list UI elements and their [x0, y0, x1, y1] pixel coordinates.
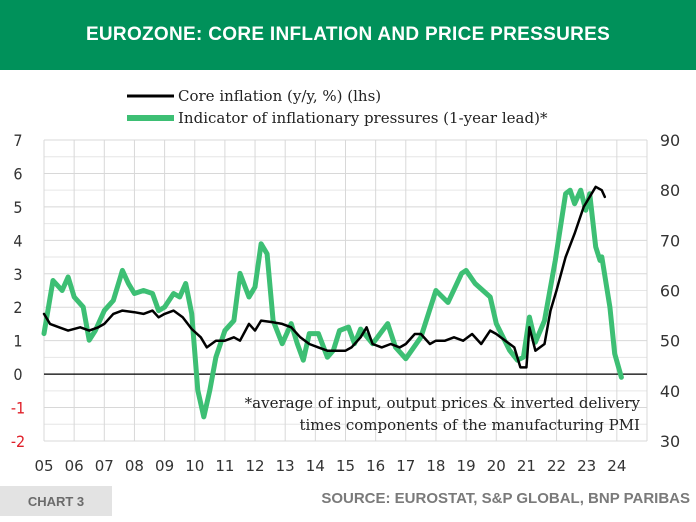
x-axis: 05 06 07 08 09 10 11 12 13 14 15 16 17 18 19 20 21 22 23 24	[34, 457, 626, 475]
left-axis: -2 -1 0 1 2 3 4 5 6 7	[11, 131, 25, 451]
x-axis-tick-label: 14	[306, 457, 325, 475]
source-note: SOURCE: EUROSTAT, S&P GLOBAL, BNP PARIBA…	[321, 490, 690, 507]
legend-label-indicator: Indicator of inflationary pressures (1-y…	[178, 109, 548, 127]
x-axis-tick-label: 09	[155, 457, 174, 475]
right-axis: 30 40 50 60 70 80 90	[660, 131, 680, 451]
x-axis-tick-label: 23	[577, 457, 596, 475]
x-axis-tick-label: 12	[246, 457, 265, 475]
x-axis-tick-label: 11	[215, 457, 234, 475]
chart-header: EUROZONE: CORE INFLATION AND PRICE PRESS…	[0, 0, 696, 70]
x-axis-tick-label: 05	[34, 457, 53, 475]
left-axis-tick-label: 5	[13, 198, 22, 217]
x-axis-tick-label: 13	[276, 457, 295, 475]
chart-title: EUROZONE: CORE INFLATION AND PRICE PRESS…	[85, 24, 611, 45]
series-line-inflationary-pressures	[41, 187, 624, 420]
x-axis-tick-label: 06	[65, 457, 84, 475]
left-axis-tick-label: 1	[13, 332, 22, 351]
x-axis-tick-label: 21	[517, 457, 536, 475]
x-axis-tick-label: 24	[607, 457, 626, 475]
left-axis-tick-label: -1	[11, 399, 25, 418]
left-axis-tick-label: 2	[13, 298, 22, 317]
right-axis-tick-label: 50	[660, 332, 680, 351]
x-axis-tick-label: 10	[185, 457, 204, 475]
annotation-line-1: *average of input, output prices & inver…	[245, 394, 641, 412]
right-axis-tick-label: 30	[660, 432, 680, 451]
series-line-core-inflation	[42, 185, 607, 369]
right-axis-tick-label: 70	[660, 231, 680, 250]
chart-number-label: CHART 3	[0, 486, 112, 516]
left-axis-tick-label: 3	[13, 265, 22, 284]
right-axis-tick-label: 40	[660, 382, 680, 401]
x-axis-tick-label: 07	[95, 457, 114, 475]
left-axis-tick-label: 6	[13, 164, 22, 183]
right-axis-tick-label: 60	[660, 282, 680, 301]
left-axis-tick-label: 7	[13, 131, 22, 150]
annotation-line-2: times components of the manufacturing PM…	[299, 416, 640, 434]
x-axis-tick-label: 22	[547, 457, 566, 475]
left-axis-tick-label: 0	[13, 365, 22, 384]
left-axis-tick-label: 4	[13, 231, 22, 250]
left-axis-tick-label: -2	[11, 432, 25, 451]
x-axis-tick-label: 19	[457, 457, 476, 475]
annotation: *average of input, output prices & inver…	[245, 394, 641, 434]
legend: Core inflation (y/y, %) (lhs) Indicator …	[127, 87, 548, 127]
x-axis-tick-label: 18	[426, 457, 445, 475]
x-axis-tick-label: 16	[366, 457, 385, 475]
x-axis-tick-label: 15	[336, 457, 355, 475]
grid	[43, 139, 648, 442]
x-axis-tick-label: 08	[125, 457, 144, 475]
x-axis-tick-label: 20	[487, 457, 506, 475]
right-axis-tick-label: 90	[660, 131, 680, 150]
legend-label-core: Core inflation (y/y, %) (lhs)	[178, 87, 381, 105]
x-axis-tick-label: 17	[396, 457, 415, 475]
right-axis-tick-label: 80	[660, 181, 680, 200]
